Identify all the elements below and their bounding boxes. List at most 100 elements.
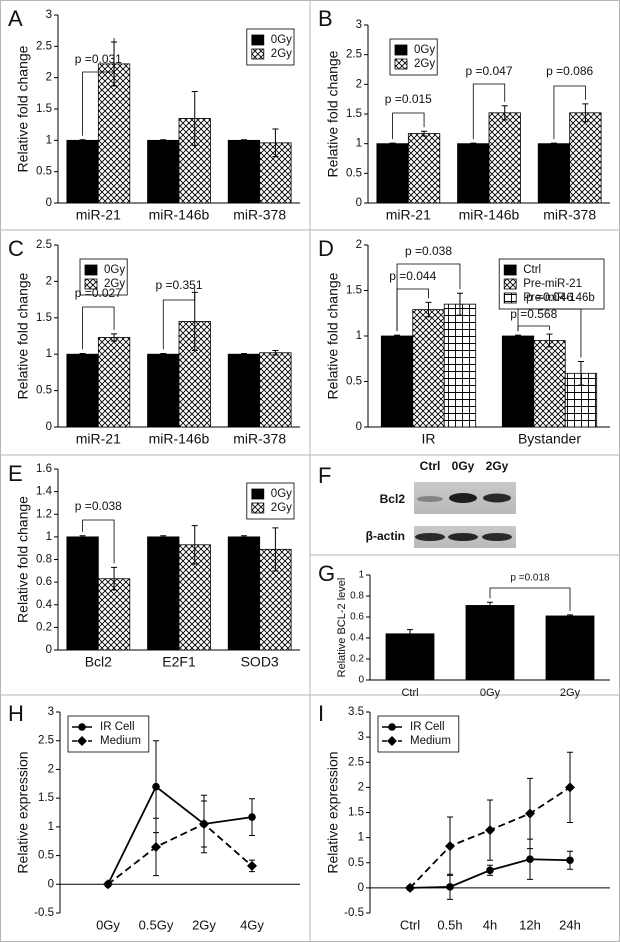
bar — [457, 143, 490, 204]
bar — [147, 139, 180, 204]
annotation: p =0.568 — [510, 307, 557, 321]
y-axis-label: Relative fold change — [325, 50, 341, 177]
blot-band — [483, 493, 511, 503]
bracket — [82, 519, 115, 564]
y-tick-label: 2.5 — [346, 49, 362, 61]
bar — [66, 139, 99, 204]
y-tick-label: 2 — [356, 239, 362, 251]
point — [525, 808, 535, 819]
point — [247, 860, 257, 871]
annotation: p =0.018 — [510, 573, 550, 584]
bracket — [82, 306, 115, 350]
error-bar — [272, 128, 279, 158]
y-tick-label: 1.5 — [346, 108, 362, 120]
blot-panel: F Ctrl 0Gy 2Gy Bcl2 β-actin — [318, 459, 516, 548]
legend-swatch — [503, 292, 517, 304]
error-bar — [240, 139, 247, 142]
x-tick-label: 2Gy — [560, 687, 581, 699]
x-tick-label: 0.5h — [437, 917, 462, 932]
error-bar — [421, 130, 428, 137]
error-bar — [425, 301, 432, 318]
point — [405, 882, 415, 893]
lane-label: Ctrl — [420, 459, 441, 473]
bar — [545, 615, 595, 681]
point — [248, 813, 256, 821]
bracket — [517, 308, 582, 358]
point — [103, 879, 113, 890]
error-bar — [550, 142, 557, 145]
bar — [569, 112, 602, 204]
bar — [488, 112, 521, 204]
error-bar — [272, 350, 279, 356]
legend-swatch — [394, 44, 408, 56]
y-tick-label: 1 — [46, 348, 52, 360]
y-tick-label: 0.2 — [350, 654, 364, 665]
bracket — [472, 83, 506, 140]
y-axis-label: Relative fold change — [325, 272, 341, 399]
point — [446, 883, 454, 891]
x-tick-label: Ctrl — [401, 687, 418, 699]
panel-label: F — [318, 463, 331, 488]
y-tick-label: 2 — [358, 781, 364, 793]
x-tick-label: 12h — [519, 917, 541, 932]
y-tick-label: 0 — [46, 421, 52, 433]
bar — [412, 309, 445, 428]
error-bar — [577, 360, 584, 386]
bar — [533, 340, 566, 428]
panel-label: H — [8, 701, 24, 726]
error-bar — [470, 142, 477, 145]
y-tick-label: 0.6 — [36, 576, 52, 588]
bar — [147, 536, 180, 651]
legend-label: IR Cell — [100, 721, 135, 733]
legend-swatch — [84, 264, 98, 276]
bracket — [489, 587, 571, 611]
x-tick-label: miR-378 — [233, 431, 286, 447]
y-tick-label: 1.5 — [346, 285, 362, 297]
y-tick-label: 1 — [46, 531, 52, 543]
y-tick-label: 0 — [358, 675, 364, 686]
x-tick-label: miR-378 — [233, 207, 286, 223]
error-bar — [160, 352, 167, 356]
error-bar — [394, 334, 401, 338]
x-tick-label: miR-146b — [459, 207, 520, 223]
y-tick-label: 0 — [358, 882, 364, 894]
bracket — [553, 85, 586, 140]
y-tick-label: 3 — [48, 706, 54, 718]
bracket — [162, 288, 196, 350]
point — [485, 825, 495, 836]
point — [199, 818, 209, 829]
bar — [537, 143, 571, 204]
panel-label: G — [318, 561, 335, 586]
x-tick-label: miR-146b — [149, 431, 210, 447]
bar — [385, 633, 435, 681]
y-axis-label: Relative fold change — [15, 272, 31, 399]
panel-label: D — [318, 236, 334, 261]
y-tick-label: 2 — [48, 763, 54, 775]
legend-label: 2Gy — [104, 278, 125, 290]
panel-label: C — [8, 236, 24, 261]
error-bar — [515, 334, 522, 338]
x-tick-label: Ctrl — [400, 917, 420, 932]
legend-swatch — [251, 488, 265, 500]
legend-label: Medium — [410, 735, 451, 747]
y-axis-label: Relative fold change — [15, 45, 31, 172]
error-bar — [487, 601, 493, 610]
legend-label: 0Gy — [414, 44, 435, 56]
point — [486, 866, 494, 875]
y-tick-label: 2.5 — [348, 756, 364, 768]
bar — [227, 353, 261, 428]
annotation: p =0.351 — [155, 278, 202, 292]
row-label: β-actin — [366, 529, 405, 543]
bar — [97, 337, 131, 428]
bar — [147, 353, 180, 428]
y-tick-label: 3 — [356, 19, 362, 31]
y-axis-label: Relative BCL-2 level — [336, 578, 348, 678]
y-tick-label: 0 — [48, 878, 54, 890]
legend-swatch — [251, 502, 265, 514]
error-bar — [501, 105, 508, 121]
point — [152, 782, 160, 791]
x-tick-label: Bystander — [518, 431, 581, 447]
error-bar — [240, 352, 247, 356]
y-tick-label: 3 — [358, 731, 364, 743]
legend-box — [67, 715, 150, 753]
